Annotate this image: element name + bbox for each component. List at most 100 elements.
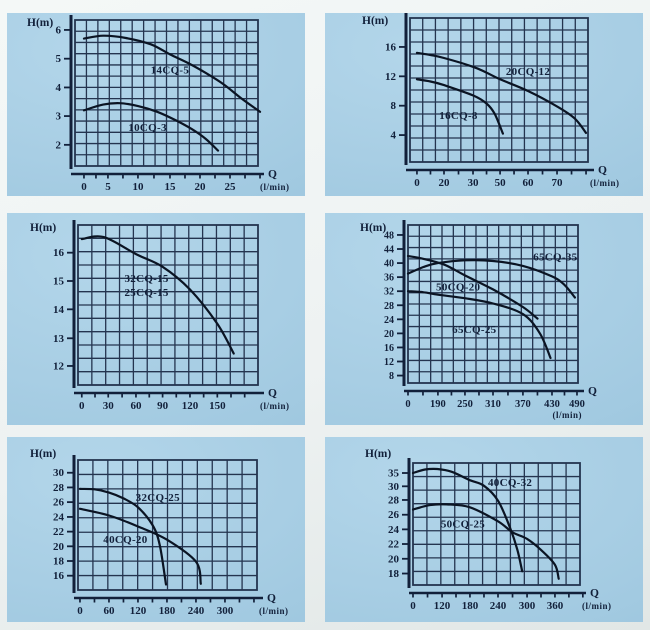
curve-label-20CQ-12: 20CQ-12 <box>506 66 550 78</box>
x-tick-label: 120 <box>182 400 199 412</box>
curves: 40CQ-32 50CQ-25 <box>411 467 560 580</box>
y-tick-label: 12 <box>384 357 394 368</box>
x-tick-label: 60 <box>523 177 535 189</box>
q-axis-unit: (l/min) <box>590 178 620 188</box>
q-axis-label: Q <box>598 165 607 177</box>
y-tick-label: 36 <box>384 273 394 284</box>
y-tick-label: 30 <box>388 481 400 493</box>
curve-label-50CQ-20: 50CQ-20 <box>436 281 480 293</box>
x-tick-label: 0 <box>410 600 416 612</box>
curve-65CQ-35 <box>406 258 576 299</box>
curve-50CQ-25 <box>411 503 560 580</box>
pump-chart-svg-5: 30 28 26 24 22 20 18 16 0 60 120 180 240 300 H(m) Q(l/m… <box>30 448 289 617</box>
curves: 14CQ-5 10CQ-3 <box>82 34 262 152</box>
y-tick-label: 18 <box>388 568 400 580</box>
x-tick-label: 60 <box>130 400 142 412</box>
curve-label-32CQ-15: 32CQ-15 <box>124 273 168 285</box>
grid <box>77 224 259 386</box>
x-tick-label: 300 <box>519 600 536 612</box>
y-tick-label: 18 <box>53 556 65 568</box>
axes: 30 28 26 24 22 20 18 16 0 60 120 180 240 300 H(m) Q(l/m… <box>30 448 289 617</box>
q-axis-unit: (l/min) <box>259 606 289 616</box>
y-tick-label: 32 <box>384 287 394 298</box>
curve-label-40CQ-20: 40CQ-20 <box>103 534 147 546</box>
curve-label-10CQ-3: 10CQ-3 <box>128 122 167 134</box>
grid <box>409 17 589 163</box>
x-tick-label: 360 <box>547 600 564 612</box>
curve-label-65CQ-35: 65CQ-35 <box>533 251 577 263</box>
h-axis-label: H(m) <box>30 222 56 234</box>
pump-chart-panel-6: 35 30 28 26 24 22 20 18 0 120 180 240 300 360 H(m) Q (l/… <box>325 437 643 622</box>
y-tick-label: 40 <box>384 259 394 270</box>
x-tick-label: 120 <box>434 600 451 612</box>
x-tick-label: 0 <box>81 181 87 193</box>
x-tick-label: 20 <box>438 177 450 189</box>
pump-chart-svg-4: 48 44 40 36 32 28 24 20 16 12 8 0 190 250 310 370 430 490… <box>360 220 597 420</box>
curves: 32CQ-25 40CQ-20 <box>78 487 202 586</box>
y-tick-label: 44 <box>384 245 394 256</box>
y-tick-label: 20 <box>384 329 394 340</box>
curve-10CQ-3 <box>82 102 220 152</box>
x-tick-label: 370 <box>515 399 531 410</box>
x-tick-label: 430 <box>544 399 560 410</box>
y-tick-label: 24 <box>384 315 394 326</box>
curve-40CQ-20 <box>78 507 202 585</box>
x-tick-label: 180 <box>159 605 176 617</box>
x-tick-label: 50 <box>495 177 507 189</box>
q-axis-label: Q <box>588 386 597 398</box>
x-tick-label: 300 <box>217 605 234 617</box>
y-tick-label: 16 <box>384 343 394 354</box>
y-tick-label: 13 <box>53 333 65 345</box>
curve-14CQ-5 <box>82 34 262 113</box>
y-tick-label: 6 <box>56 24 62 36</box>
x-tick-label: 250 <box>457 399 473 410</box>
y-tick-label: 20 <box>53 541 65 553</box>
pump-chart-svg-2: 16 12 8 4 0 20 30 50 60 70 H(m) Q(l/min) 20CQ-12 16CQ… <box>362 13 620 189</box>
curve-65CQ-25 <box>406 254 539 320</box>
x-tick-label: 490 <box>569 399 585 410</box>
y-tick-label: 24 <box>388 524 400 536</box>
y-tick-label: 4 <box>391 130 397 142</box>
y-tick-label: 22 <box>53 526 65 538</box>
axes: 16 12 8 4 0 20 30 50 60 70 H(m) Q(l/min) <box>362 13 620 189</box>
curve-16CQ-8 <box>415 78 504 135</box>
y-tick-label: 2 <box>56 139 62 151</box>
pump-chart-panel-2: 16 12 8 4 0 20 30 50 60 70 H(m) Q (l/min) 20CQ-12 16CQ… <box>325 13 643 196</box>
q-axis-unit: (l/min) <box>260 401 290 411</box>
grid <box>77 459 258 591</box>
grid <box>412 462 581 586</box>
y-tick-label: 4 <box>56 82 62 94</box>
curve-32CQ-15 / 25CQ-15 <box>80 235 235 355</box>
x-tick-label: 120 <box>130 605 147 617</box>
y-tick-label: 48 <box>384 230 394 241</box>
h-axis-label: H(m) <box>27 17 53 29</box>
pump-chart-panel-1: 6 5 4 3 2 0 5 10 15 20 25 H(m) Q (l/min) 14CQ-5 10CQ-3 <box>7 13 305 196</box>
y-tick-label: 35 <box>388 468 400 480</box>
y-tick-label: 30 <box>53 467 65 479</box>
x-tick-label: 60 <box>103 605 115 617</box>
x-tick-label: 70 <box>552 177 564 189</box>
pump-chart-panel-4: 48 44 40 36 32 28 24 20 16 12 8 0 190 250 310 370 430 490… <box>325 213 643 425</box>
curve-40CQ-32 <box>411 467 524 573</box>
q-axis-label: Q <box>590 588 599 600</box>
y-tick-label: 20 <box>388 553 400 565</box>
y-tick-label: 16 <box>385 41 397 53</box>
q-axis-unit: (l/min) <box>582 601 612 611</box>
curves: 32CQ-15 25CQ-15 <box>80 235 235 355</box>
x-tick-label: 10 <box>132 181 144 193</box>
y-tick-label: 16 <box>53 570 65 582</box>
curve-20CQ-12 <box>415 51 588 134</box>
y-tick-label: 16 <box>53 247 65 259</box>
q-axis-unit: (l/min) <box>260 182 290 192</box>
x-tick-label: 0 <box>414 177 420 189</box>
y-tick-label: 8 <box>389 371 394 382</box>
curve-label-14CQ-5: 14CQ-5 <box>151 65 190 77</box>
h-axis-label: H(m) <box>360 222 386 234</box>
y-tick-label: 12 <box>53 360 65 372</box>
curve-50CQ-20 <box>406 290 552 360</box>
